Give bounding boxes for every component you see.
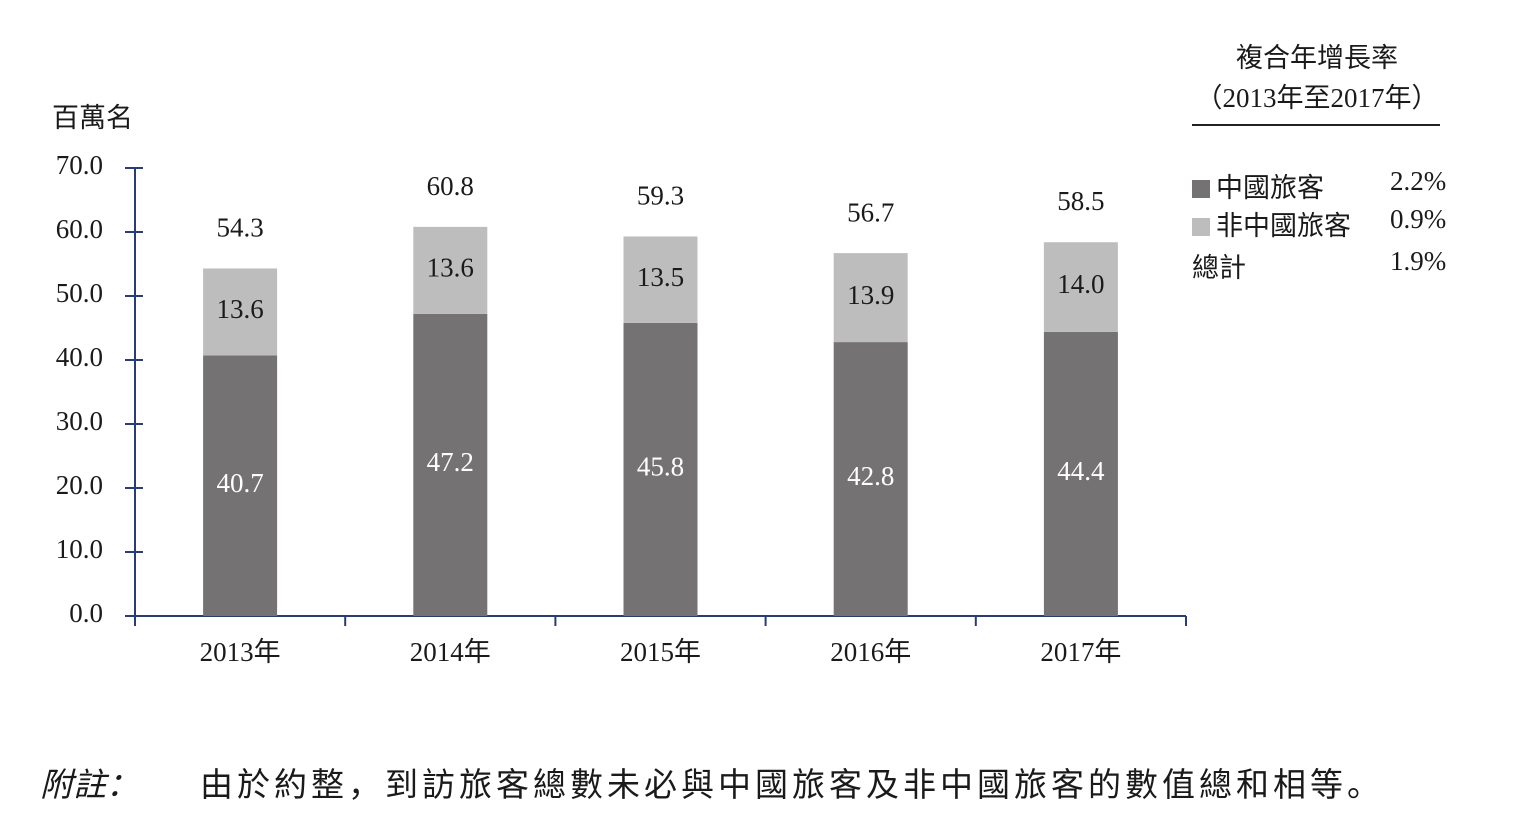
bar-segment-chinese — [833, 342, 908, 616]
x-tick-label: 2014年 — [410, 637, 491, 667]
legend-row-total: 總計 1.9% — [1192, 246, 1446, 285]
total-label: 60.8 — [427, 171, 474, 201]
y-tick-label: 10.0 — [56, 534, 103, 564]
bar-segment-non-chinese — [413, 226, 488, 314]
bar-segment-chinese — [413, 313, 488, 616]
data-label-non-chinese: 13.9 — [847, 280, 894, 310]
bar-segment-chinese — [1043, 331, 1118, 616]
y-tick-label: 0.0 — [69, 598, 103, 628]
data-label-chinese: 42.8 — [847, 461, 894, 491]
y-axis-unit-label: 百萬名 — [52, 103, 133, 133]
bar-segment-chinese — [623, 322, 698, 616]
legend-row-chinese: 中國旅客 2.2% — [1192, 166, 1446, 205]
legend-label: 總計 — [1192, 253, 1246, 283]
data-label-chinese: 47.2 — [427, 447, 474, 477]
x-tick-label: 2017年 — [1040, 637, 1121, 667]
footnote-text: 由於約整，到訪旅客總數未必與中國旅客及非中國旅客的數值總和相等。 — [200, 768, 1384, 804]
y-tick-label: 50.0 — [56, 278, 103, 308]
data-label-non-chinese: 13.6 — [216, 294, 263, 324]
legend-title-line1: 複合年增長率 — [1236, 43, 1398, 73]
legend-label: 中國旅客 — [1216, 173, 1324, 203]
total-label: 58.5 — [1057, 186, 1104, 216]
bar-segment-non-chinese — [833, 253, 908, 343]
legend-title: 複合年增長率 （2013年至2017年） — [1192, 38, 1442, 118]
legend-value: 1.9% — [1390, 246, 1447, 276]
data-label-non-chinese: 13.6 — [427, 253, 474, 283]
x-tick-label: 2013年 — [200, 637, 281, 667]
footnote-label: 附註： — [40, 768, 139, 804]
legend-row-non-chinese: 非中國旅客 0.9% — [1192, 204, 1446, 243]
legend-value: 2.2% — [1390, 166, 1447, 196]
legend-swatch-chinese — [1192, 180, 1210, 198]
data-label-chinese: 40.7 — [216, 468, 263, 498]
legend-divider — [1192, 124, 1440, 126]
legend-label: 非中國旅客 — [1216, 211, 1351, 241]
data-label-chinese: 44.4 — [1057, 456, 1105, 486]
total-label: 59.3 — [637, 181, 684, 211]
data-label-chinese: 45.8 — [637, 452, 684, 482]
data-label-non-chinese: 13.5 — [637, 262, 684, 292]
legend-swatch-non-chinese — [1192, 218, 1210, 236]
data-label-non-chinese: 14.0 — [1057, 269, 1104, 299]
total-label: 56.7 — [847, 197, 894, 227]
y-tick-label: 30.0 — [56, 406, 103, 436]
legend-value: 0.9% — [1390, 204, 1447, 234]
cagr-legend: 複合年增長率 （2013年至2017年） 中國旅客 2.2% 非中國旅客 0.9… — [1192, 38, 1446, 283]
bar-segment-non-chinese — [1043, 242, 1118, 332]
x-tick-label: 2016年 — [830, 637, 911, 667]
y-tick-label: 20.0 — [56, 470, 103, 500]
y-tick-label: 70.0 — [56, 150, 103, 180]
y-tick-label: 60.0 — [56, 214, 103, 244]
y-tick-label: 40.0 — [56, 342, 103, 372]
footnote: 附註： 由於約整，到訪旅客總數未必與中國旅客及非中國旅客的數值總和相等。 — [40, 758, 1380, 806]
bar-segment-chinese — [203, 355, 278, 616]
legend-title-line2: （2013年至2017年） — [1195, 83, 1439, 113]
bar-segment-non-chinese — [623, 236, 698, 323]
total-label: 54.3 — [216, 213, 263, 243]
bar-segment-non-chinese — [203, 268, 278, 356]
x-tick-label: 2015年 — [620, 637, 701, 667]
